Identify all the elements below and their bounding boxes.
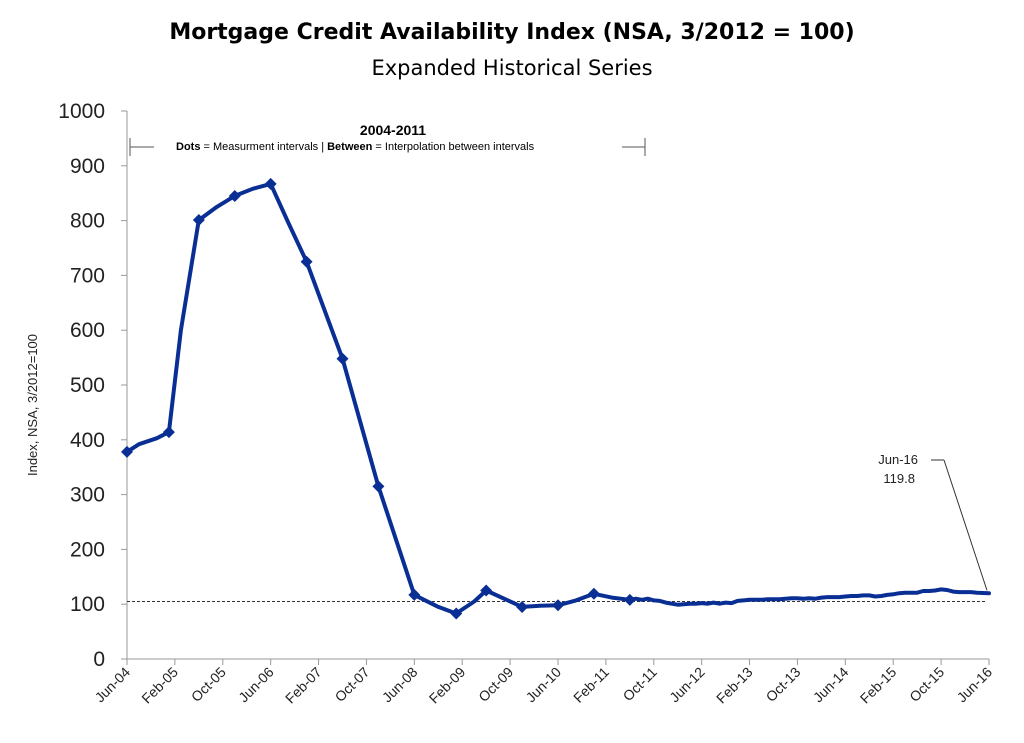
x-tick-label: Oct-15	[906, 664, 947, 705]
data-point-marker	[192, 214, 205, 227]
annotation-note-text: = Interpolation between intervals	[372, 141, 534, 153]
x-tick-label: Feb-05	[138, 664, 181, 707]
chart-subtitle: Expanded Historical Series	[371, 56, 653, 80]
data-point-marker	[408, 588, 421, 601]
data-point-marker	[372, 480, 385, 493]
data-point-marker	[264, 177, 277, 190]
y-tick-label: 700	[70, 264, 105, 287]
y-tick-label: 0	[93, 648, 105, 671]
y-tick-label: 300	[70, 484, 105, 507]
x-tick-label: Jun-08	[379, 664, 421, 706]
x-tick-label: Jun-10	[523, 664, 565, 706]
callout-value: 119.8	[883, 471, 915, 486]
data-point-marker	[162, 426, 175, 439]
data-point-marker	[121, 445, 133, 458]
annotation-heading: 2004-2011	[360, 122, 426, 138]
y-axis-label: Index, NSA, 3/2012=100	[25, 334, 40, 476]
series-line	[125, 181, 991, 616]
x-tick-label: Oct-13	[763, 664, 804, 705]
callout-leader	[943, 459, 988, 591]
annotation-note-bold: Dots	[176, 141, 200, 153]
x-tick-label: Oct-07	[332, 664, 373, 705]
annotation-note-text: = Measurment intervals |	[200, 141, 327, 153]
x-tick-label: Jun-14	[810, 664, 852, 706]
y-tick-label: 800	[70, 210, 105, 233]
data-point-marker	[516, 600, 529, 613]
data-point-marker	[228, 189, 241, 202]
x-tick-label: Oct-05	[188, 664, 229, 705]
plot-area	[121, 177, 991, 620]
x-tick-label: Feb-11	[570, 664, 612, 706]
data-point-marker	[623, 593, 636, 606]
x-tick-label: Jun-16	[954, 664, 996, 706]
data-point-marker	[450, 607, 463, 620]
data-point-marker	[587, 587, 600, 600]
x-tick-label: Feb-09	[426, 664, 469, 707]
y-tick-label: 1000	[58, 100, 105, 123]
y-tick-label: 500	[70, 374, 105, 397]
data-point-marker	[552, 599, 564, 612]
y-tick-label: 600	[70, 319, 105, 342]
annotation-note-bold: Between	[327, 141, 373, 153]
y-tick-label: 400	[70, 429, 105, 452]
callout-label: Jun-16	[878, 452, 918, 467]
x-tick-label: Oct-11	[620, 664, 660, 704]
x-tick-label: Feb-07	[282, 664, 325, 707]
x-tick-label: Jun-06	[235, 664, 277, 706]
x-tick-label: Feb-15	[857, 664, 900, 707]
x-tick-label: Oct-09	[475, 664, 516, 705]
data-point-marker	[300, 255, 313, 268]
x-tick-label: Feb-13	[713, 664, 756, 707]
annotation-note: Dots = Measurment intervals | Between = …	[176, 141, 535, 153]
annotations: 2004-2011 Dots = Measurment intervals | B…	[129, 122, 988, 591]
x-tick-label: Jun-12	[666, 664, 708, 706]
data-point-marker	[336, 352, 349, 365]
y-tick-label: 100	[70, 593, 105, 616]
data-point-marker	[480, 584, 493, 597]
chart-title: Mortgage Credit Availability Index (NSA,…	[169, 20, 855, 45]
y-tick-label: 200	[70, 538, 105, 561]
y-tick-label: 900	[70, 155, 105, 178]
